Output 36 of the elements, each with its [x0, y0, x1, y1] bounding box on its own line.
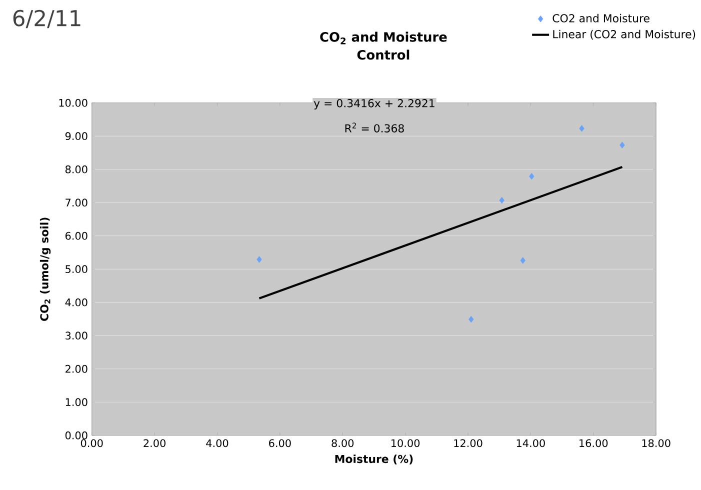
- x-tick-label: 6.00: [269, 439, 291, 447]
- point: [520, 256, 526, 264]
- point: [579, 124, 584, 132]
- point: [468, 316, 474, 323]
- y-tick-label: 1.00: [66, 398, 88, 406]
- x-tick-label: 10.00: [392, 439, 420, 447]
- x-tick-label: 14.00: [516, 439, 545, 447]
- legend-label: Linear (CO2 and Moisture): [553, 30, 696, 40]
- x-axis-title: Moisture (%): [335, 454, 413, 464]
- y-tick-label: 4.00: [65, 298, 88, 306]
- x-tick-label: 8.00: [332, 439, 354, 447]
- y-tick-label: 7.00: [66, 198, 88, 206]
- x-tick-label: 0.00: [80, 439, 103, 447]
- point: [499, 196, 504, 204]
- x-tick-label: 18.00: [642, 439, 670, 447]
- point: [620, 142, 625, 148]
- legend-label: CO2 and Moisture: [552, 14, 650, 22]
- y-tick-label: 9.00: [65, 132, 88, 140]
- y-axis-title: CO$_{2}$ (umol/g soil): [40, 218, 51, 321]
- y-tick-label: 0.00: [65, 431, 88, 440]
- x-tick-label: 12.00: [454, 439, 482, 447]
- chart-title: CO$_{2}$ and Moisture Control: [320, 32, 447, 60]
- y-tick-label: 10.00: [59, 98, 88, 107]
- point: [529, 172, 534, 180]
- point: [256, 256, 262, 263]
- x-tick-label: 4.00: [206, 439, 228, 447]
- text: 6/2/11: [13, 10, 80, 28]
- y-tick-label: 8.00: [65, 165, 88, 174]
- y-tick-label: 3.00: [66, 332, 88, 340]
- y-tick-label: 5.00: [66, 265, 88, 273]
- annotation: R$^{2}$ = 0.368: [345, 122, 404, 132]
- x-tick-label: 2.00: [144, 439, 166, 447]
- x-tick-label: 16.00: [580, 439, 608, 447]
- y-tick-label: 6.00: [66, 232, 88, 240]
- y-tick-label: 2.00: [66, 364, 88, 373]
- annotation: y = 0.3416x + 2.2921: [314, 98, 434, 110]
